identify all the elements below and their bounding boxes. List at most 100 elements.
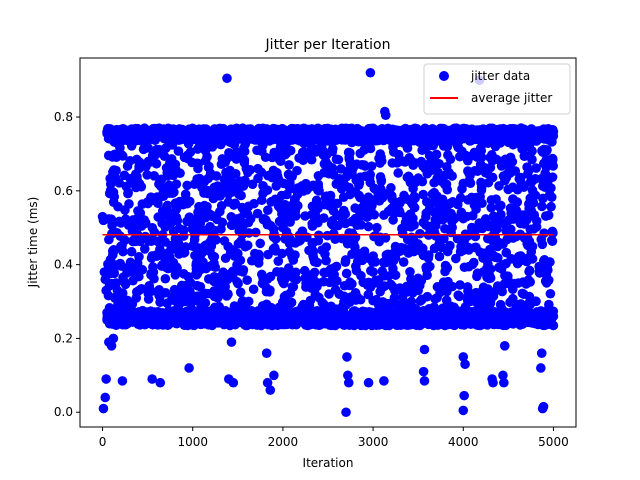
data-point bbox=[334, 289, 345, 299]
data-point bbox=[464, 292, 475, 302]
data-point bbox=[383, 271, 394, 281]
data-point bbox=[101, 374, 111, 384]
data-point bbox=[547, 226, 558, 237]
data-point bbox=[231, 154, 242, 164]
data-point bbox=[320, 267, 331, 278]
data-point bbox=[128, 275, 138, 286]
y-tick-label: 0.8 bbox=[54, 110, 73, 124]
data-point bbox=[120, 311, 130, 322]
data-point bbox=[287, 130, 297, 141]
data-point bbox=[160, 127, 171, 137]
data-point bbox=[519, 289, 529, 300]
data-point bbox=[449, 127, 460, 137]
data-point bbox=[210, 262, 221, 273]
data-point bbox=[161, 163, 172, 173]
data-point bbox=[117, 376, 128, 386]
data-point bbox=[369, 183, 380, 194]
data-point bbox=[503, 137, 514, 148]
data-point bbox=[252, 208, 263, 219]
data-point bbox=[277, 209, 287, 219]
data-point bbox=[294, 236, 304, 246]
data-point bbox=[365, 169, 376, 180]
data-point bbox=[432, 282, 443, 292]
data-point bbox=[128, 235, 139, 246]
data-point bbox=[331, 261, 342, 272]
data-point bbox=[455, 280, 465, 290]
data-point bbox=[204, 224, 214, 235]
data-point bbox=[524, 139, 535, 150]
data-point bbox=[265, 385, 276, 395]
data-point bbox=[242, 275, 252, 285]
data-point bbox=[442, 141, 453, 152]
data-point bbox=[350, 315, 360, 325]
data-point bbox=[446, 319, 456, 329]
data-point bbox=[383, 298, 393, 309]
data-point bbox=[314, 318, 324, 329]
data-point bbox=[359, 130, 369, 141]
data-point bbox=[318, 299, 329, 309]
data-point bbox=[372, 222, 382, 233]
y-tick-label: 0.0 bbox=[54, 405, 73, 419]
data-point bbox=[459, 390, 469, 401]
data-point bbox=[287, 282, 298, 292]
data-point bbox=[404, 213, 414, 224]
data-point bbox=[362, 211, 373, 222]
data-point bbox=[222, 73, 232, 84]
data-point bbox=[223, 189, 234, 199]
data-point bbox=[234, 226, 245, 236]
data-point bbox=[220, 281, 231, 292]
y-tick-label: 0.2 bbox=[54, 331, 73, 345]
legend: jitter data average jitter bbox=[423, 63, 571, 115]
data-point bbox=[161, 262, 171, 273]
data-point bbox=[268, 165, 279, 176]
data-point bbox=[233, 184, 244, 194]
plot-frame bbox=[79, 57, 577, 428]
data-point bbox=[409, 220, 419, 230]
data-point bbox=[487, 231, 498, 242]
data-point bbox=[541, 278, 552, 288]
data-point bbox=[117, 288, 128, 298]
y-tick-label: 0.4 bbox=[54, 258, 73, 272]
data-point bbox=[98, 215, 109, 226]
data-point bbox=[269, 370, 279, 381]
data-point bbox=[441, 295, 452, 306]
data-point bbox=[419, 344, 430, 355]
data-point bbox=[424, 304, 434, 314]
data-point bbox=[294, 305, 304, 316]
data-point bbox=[424, 203, 435, 214]
data-point bbox=[109, 165, 119, 175]
data-point bbox=[288, 255, 299, 265]
data-point bbox=[273, 256, 284, 266]
data-point bbox=[308, 253, 319, 263]
data-point bbox=[467, 130, 478, 141]
data-point bbox=[519, 233, 530, 243]
data-point bbox=[340, 218, 351, 229]
data-point bbox=[415, 228, 425, 239]
data-point bbox=[228, 377, 239, 388]
data-point bbox=[547, 236, 558, 246]
data-point bbox=[505, 203, 516, 214]
data-point bbox=[482, 138, 492, 148]
data-point bbox=[134, 251, 144, 262]
data-point bbox=[432, 292, 442, 303]
data-point bbox=[327, 144, 338, 154]
data-point bbox=[530, 174, 541, 184]
data-point bbox=[440, 311, 451, 322]
data-point bbox=[116, 218, 126, 228]
data-point bbox=[363, 221, 374, 232]
data-point bbox=[324, 289, 334, 299]
data-point bbox=[306, 274, 316, 285]
data-point bbox=[193, 207, 203, 218]
data-point bbox=[460, 359, 470, 370]
data-point bbox=[269, 127, 279, 137]
data-point bbox=[538, 147, 548, 157]
data-point bbox=[476, 318, 487, 329]
data-point bbox=[296, 315, 306, 325]
x-tick-label: 3000 bbox=[358, 435, 389, 449]
data-point bbox=[151, 318, 162, 329]
data-point bbox=[284, 214, 295, 225]
data-point bbox=[171, 204, 181, 215]
data-point bbox=[182, 180, 192, 191]
data-point bbox=[278, 222, 288, 233]
